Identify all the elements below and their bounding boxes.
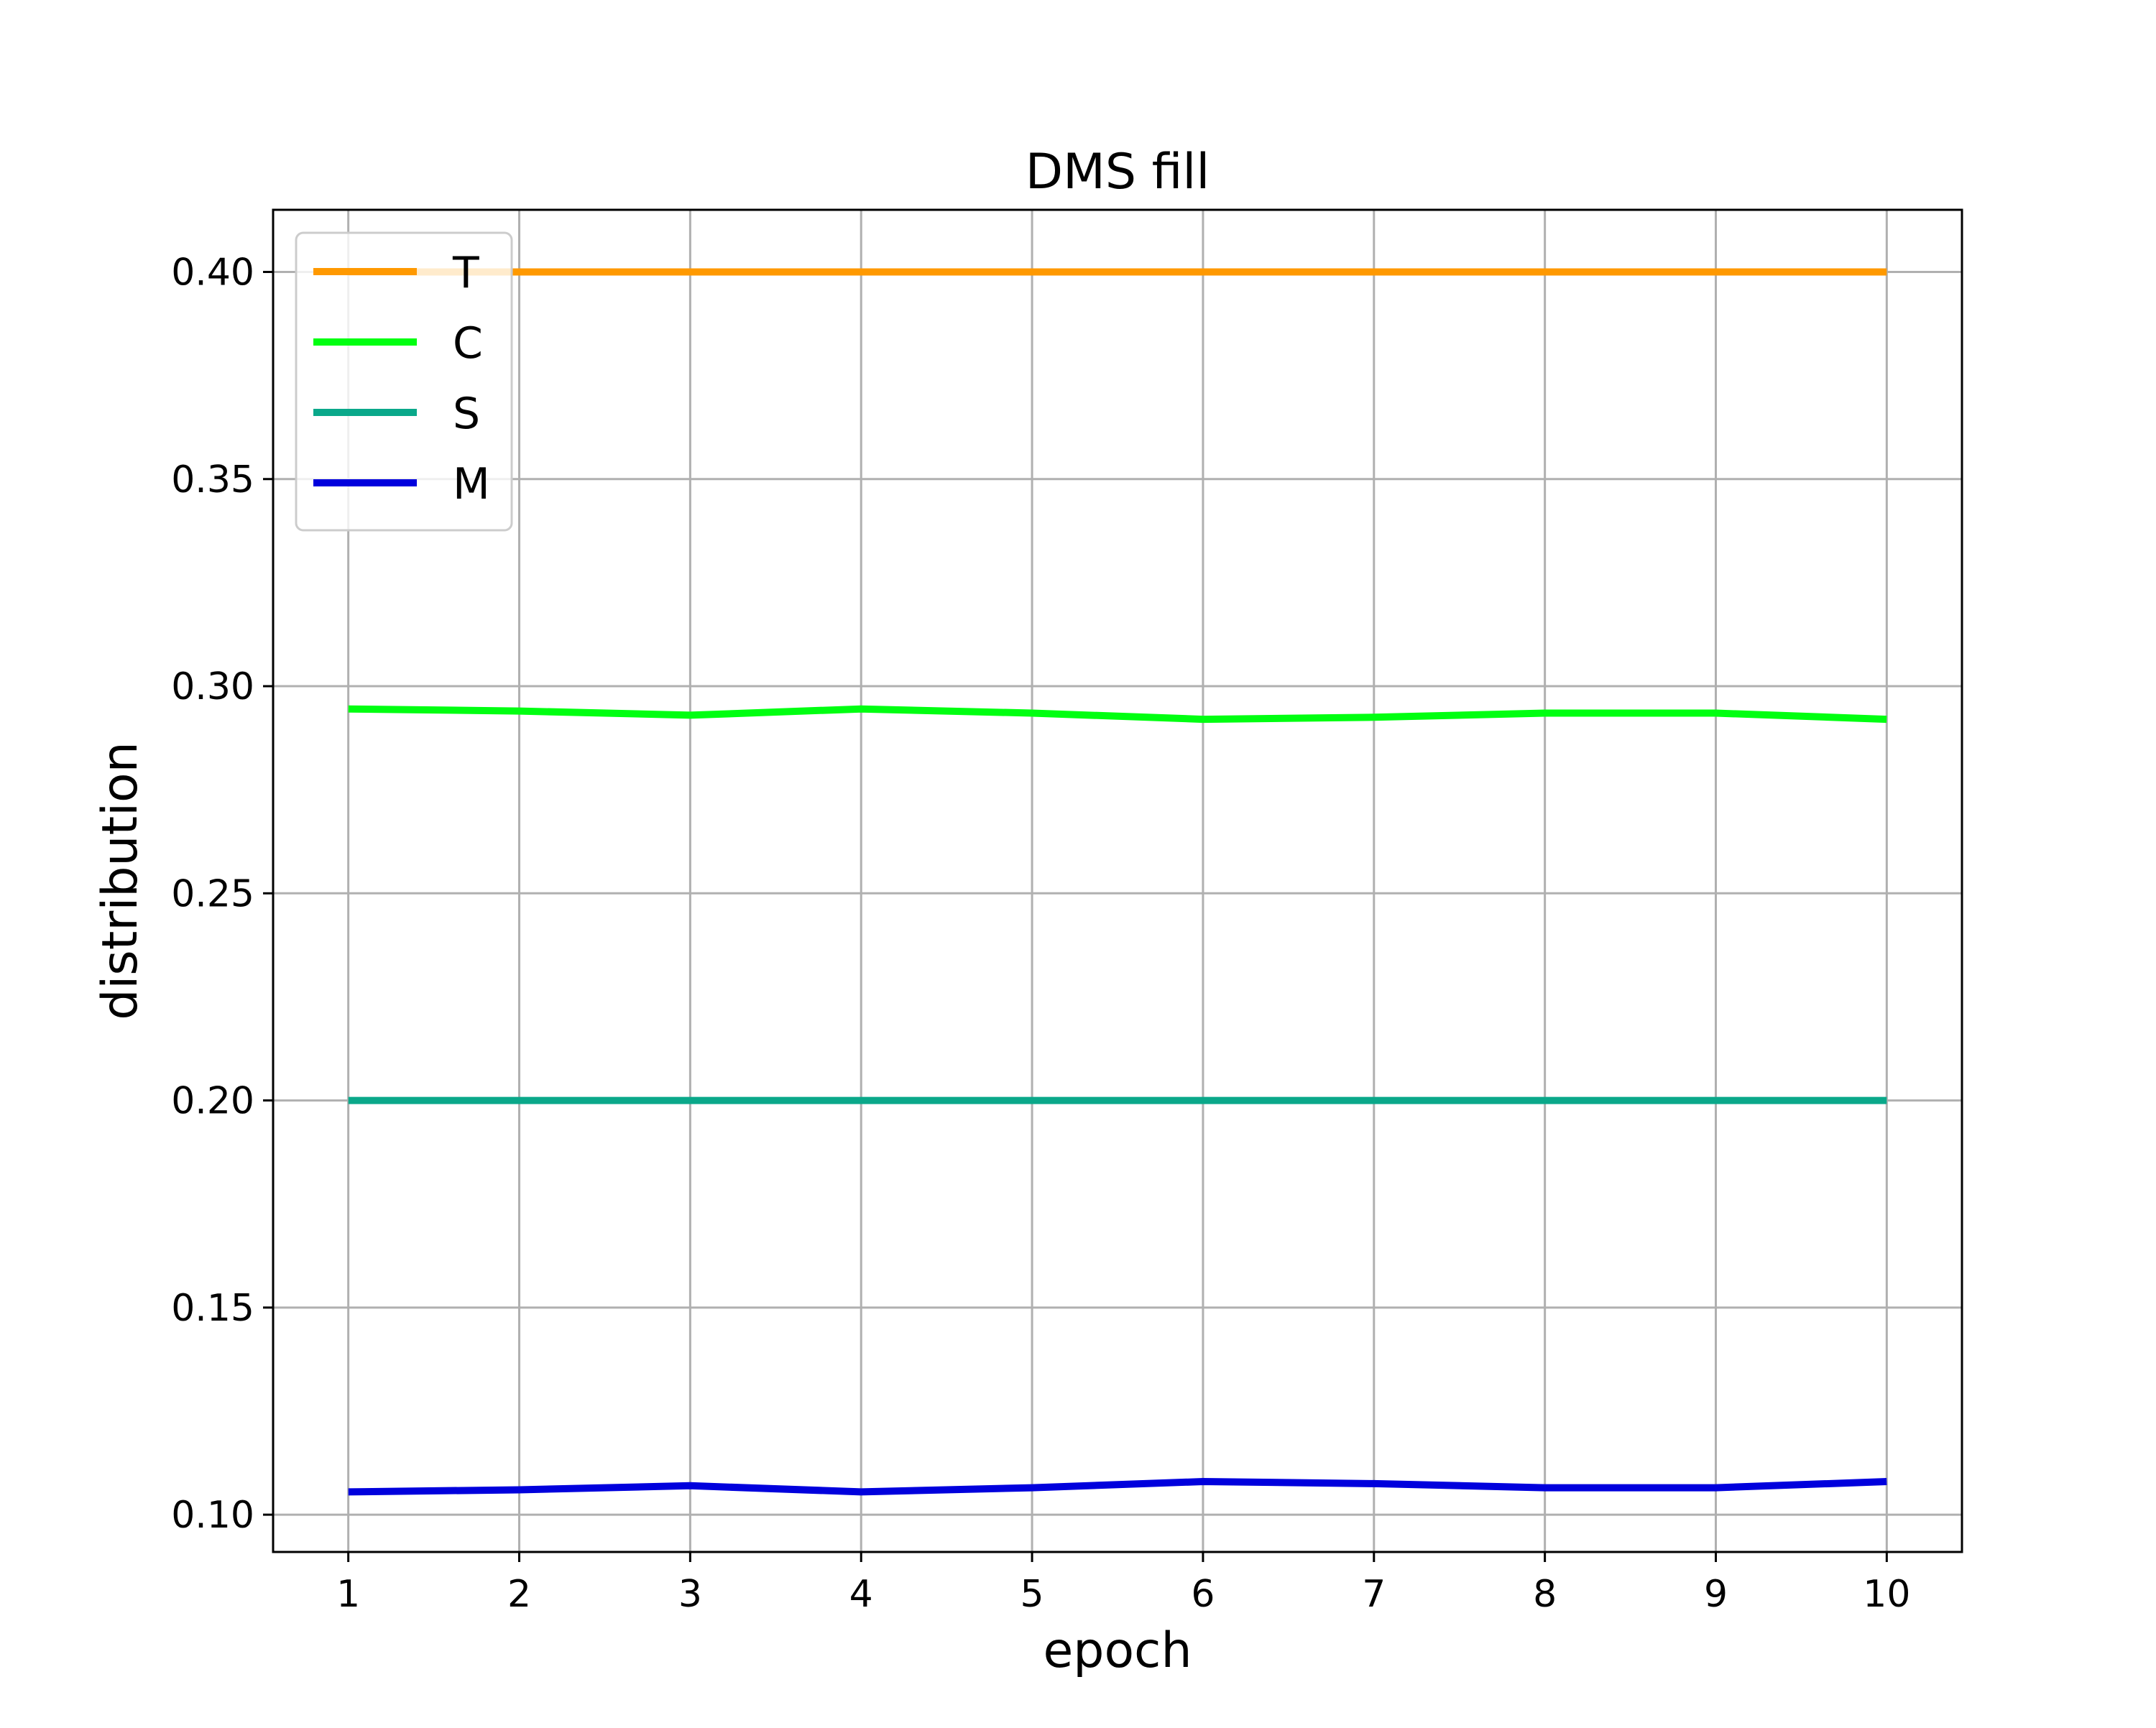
legend-label-t: T	[452, 248, 479, 298]
y-tick-label: 0.40	[171, 251, 254, 294]
x-tick-label: 6	[1191, 1573, 1215, 1616]
grid	[273, 210, 1962, 1552]
legend-label-m: M	[453, 459, 490, 509]
series-line-m	[348, 1478, 1887, 1496]
y-axis-label: distribution	[92, 741, 149, 1020]
series-line-c	[348, 705, 1887, 724]
x-tick-label: 3	[678, 1573, 702, 1616]
y-tick-label: 0.35	[171, 458, 254, 502]
x-tick-label: 8	[1533, 1573, 1557, 1616]
y-tick-label: 0.15	[171, 1287, 254, 1330]
x-tick-label: 4	[849, 1573, 873, 1616]
plot-area-frame	[272, 208, 1963, 1553]
legend-label-s: S	[453, 389, 480, 439]
x-tick-label: 2	[507, 1573, 531, 1616]
x-axis-label: epoch	[1043, 1622, 1192, 1679]
y-tick-label: 0.20	[171, 1080, 254, 1123]
y-tick-label: 0.30	[171, 665, 254, 708]
x-tick-label: 1	[336, 1573, 360, 1616]
x-tick-label: 7	[1362, 1573, 1386, 1616]
y-tick-label: 0.25	[171, 872, 254, 915]
x-tick-label: 9	[1704, 1573, 1728, 1616]
y-tick-label: 0.10	[171, 1494, 254, 1537]
axis-ticks: 1 2 3 4 5 6 7 8 9 10 0.10 0.15 0.20 0.25 0.30 0.35 0.40	[171, 251, 1910, 1616]
chart-title: DMS fill	[1026, 144, 1210, 200]
series-lines	[348, 268, 1887, 1496]
legend-box	[295, 231, 513, 532]
x-tick-label: 10	[1863, 1573, 1910, 1616]
legend-label-c: C	[453, 318, 483, 369]
x-tick-label: 5	[1021, 1573, 1044, 1616]
